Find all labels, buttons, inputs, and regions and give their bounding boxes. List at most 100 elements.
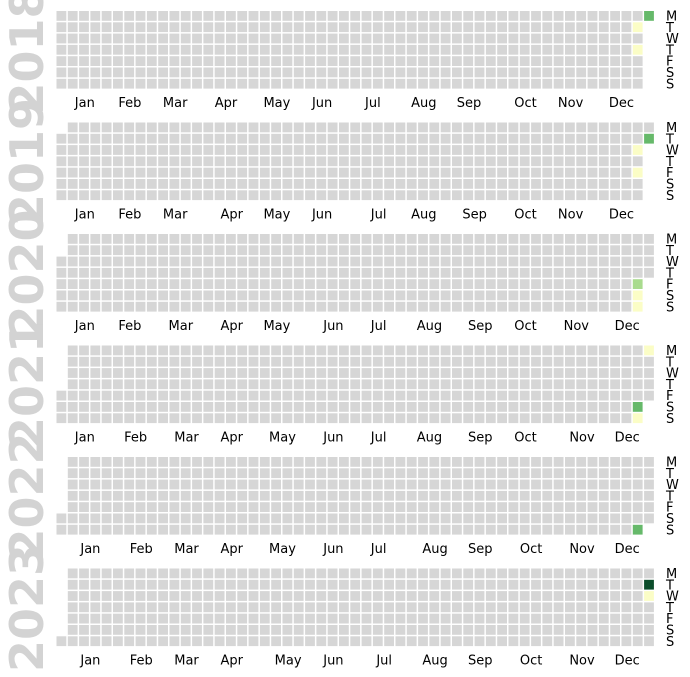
day-cell bbox=[542, 122, 553, 133]
day-cell bbox=[158, 468, 168, 479]
day-cell bbox=[67, 301, 78, 312]
day-cell bbox=[508, 33, 519, 44]
day-cell bbox=[429, 402, 440, 412]
day-cell bbox=[305, 234, 315, 244]
day-cell bbox=[90, 368, 101, 378]
day-cell bbox=[180, 301, 191, 312]
day-cell bbox=[531, 368, 541, 378]
day-cell bbox=[542, 44, 553, 55]
day-cell bbox=[259, 267, 270, 278]
day-cell bbox=[531, 11, 541, 21]
day-cell bbox=[214, 490, 225, 501]
day-cell bbox=[406, 379, 417, 390]
day-cell bbox=[101, 67, 112, 78]
day-cell bbox=[463, 78, 474, 89]
day-cell bbox=[587, 156, 598, 167]
day-cell bbox=[372, 179, 383, 189]
day-cell bbox=[384, 413, 394, 424]
day-cell bbox=[237, 636, 248, 647]
day-cell bbox=[101, 356, 112, 367]
day-cell bbox=[101, 44, 112, 55]
day-cell bbox=[463, 56, 474, 66]
day-cell bbox=[565, 22, 575, 33]
day-cell bbox=[203, 457, 214, 467]
day-cell bbox=[124, 479, 135, 490]
day-cell bbox=[598, 167, 609, 178]
day-cell bbox=[621, 145, 632, 155]
day-cell bbox=[418, 568, 428, 579]
day-cell bbox=[474, 78, 485, 89]
day-cell bbox=[632, 479, 643, 490]
day-cell bbox=[553, 579, 564, 590]
day-cell bbox=[632, 145, 643, 155]
day-cell bbox=[565, 379, 575, 390]
day-cell bbox=[553, 602, 564, 613]
day-cell bbox=[542, 33, 553, 44]
day-cell bbox=[327, 167, 338, 178]
day-cell bbox=[350, 267, 361, 278]
day-cell bbox=[259, 468, 270, 479]
day-cell bbox=[463, 625, 474, 635]
day-cell bbox=[497, 413, 507, 424]
day-cell bbox=[113, 524, 123, 535]
month-label: Jan bbox=[74, 208, 95, 223]
day-cell bbox=[135, 190, 146, 201]
day-cell bbox=[113, 402, 123, 412]
day-cell bbox=[113, 625, 123, 635]
day-cell bbox=[327, 490, 338, 501]
day-cell bbox=[508, 190, 519, 201]
day-cell bbox=[519, 156, 530, 167]
day-cell bbox=[67, 490, 78, 501]
day-cell bbox=[610, 245, 620, 256]
day-cell bbox=[452, 67, 462, 78]
day-cell bbox=[305, 33, 315, 44]
day-cell bbox=[384, 179, 394, 189]
day-cell bbox=[124, 167, 135, 178]
day-cell bbox=[146, 56, 157, 66]
day-cell bbox=[372, 56, 383, 66]
day-cell bbox=[248, 234, 259, 244]
day-cell bbox=[632, 122, 643, 133]
day-cell bbox=[180, 122, 191, 133]
day-cell bbox=[372, 267, 383, 278]
day-cell bbox=[463, 602, 474, 613]
day-cell bbox=[542, 379, 553, 390]
day-cell bbox=[474, 390, 485, 401]
day-cell bbox=[158, 256, 168, 267]
weekday-label: S bbox=[666, 66, 674, 81]
day-cell bbox=[610, 613, 620, 624]
day-cell bbox=[124, 368, 135, 378]
day-cell bbox=[418, 44, 428, 55]
day-cell bbox=[429, 513, 440, 524]
day-cell bbox=[361, 479, 372, 490]
day-cell bbox=[531, 468, 541, 479]
day-cell bbox=[508, 67, 519, 78]
day-cell bbox=[248, 613, 259, 624]
day-cell bbox=[508, 167, 519, 178]
day-cell bbox=[576, 568, 587, 579]
day-cell bbox=[553, 301, 564, 312]
day-cell bbox=[90, 234, 101, 244]
day-cell bbox=[226, 133, 236, 144]
day-cell bbox=[576, 379, 587, 390]
day-cell bbox=[519, 468, 530, 479]
day-cell bbox=[429, 625, 440, 635]
day-cell bbox=[226, 457, 236, 467]
day-cell bbox=[519, 22, 530, 33]
day-cell bbox=[135, 145, 146, 155]
day-cell bbox=[293, 568, 304, 579]
day-cell bbox=[508, 56, 519, 66]
day-cell bbox=[79, 290, 89, 301]
day-cell bbox=[576, 11, 587, 21]
day-cell bbox=[248, 490, 259, 501]
day-cell bbox=[237, 179, 248, 189]
day-cell bbox=[474, 402, 485, 412]
day-cell bbox=[395, 122, 406, 133]
day-cell bbox=[90, 568, 101, 579]
day-cell bbox=[203, 234, 214, 244]
day-cell bbox=[542, 524, 553, 535]
day-cell bbox=[203, 513, 214, 524]
day-cell bbox=[237, 78, 248, 89]
day-cell bbox=[158, 479, 168, 490]
day-cell bbox=[113, 234, 123, 244]
